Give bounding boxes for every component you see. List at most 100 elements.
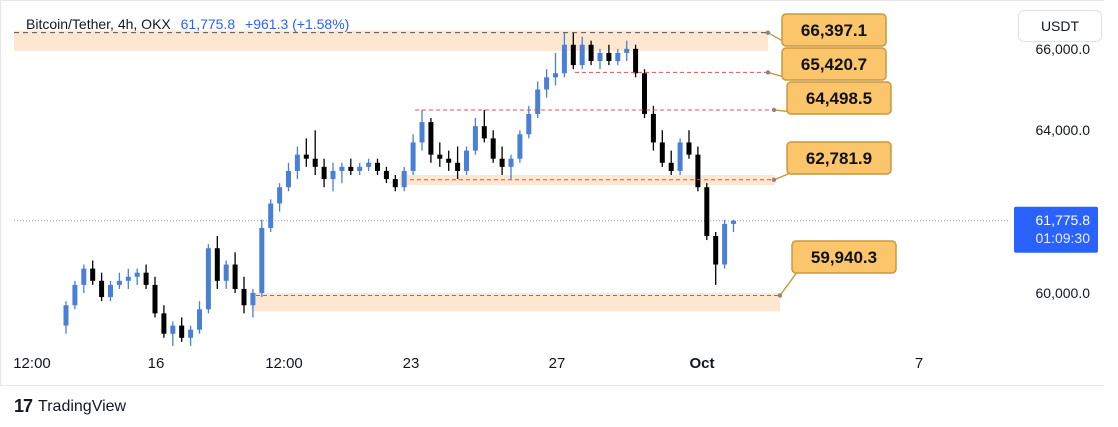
- candle-body: [401, 170, 407, 188]
- price-tick: 60,000.0: [1036, 285, 1091, 301]
- candle: [659, 130, 665, 167]
- candle: [134, 268, 140, 285]
- candle: [446, 150, 452, 171]
- candle-body: [428, 122, 434, 155]
- candle: [597, 48, 603, 70]
- candle-body: [277, 187, 283, 204]
- candle-body: [383, 170, 389, 180]
- current-price-label: 61,775.8: [1036, 212, 1091, 228]
- candle-body: [695, 154, 701, 188]
- time-tick: 12:00: [13, 355, 51, 372]
- countdown-label: 01:09:30: [1036, 230, 1091, 246]
- candle-body: [437, 154, 443, 159]
- callout-box: [781, 47, 887, 81]
- candle: [357, 162, 363, 175]
- candle: [686, 130, 692, 159]
- candle-body: [526, 113, 532, 135]
- candle: [668, 150, 674, 175]
- candle: [633, 44, 639, 78]
- chart-frame: [0, 0, 1104, 386]
- candle: [455, 146, 461, 180]
- candle-body: [143, 272, 149, 285]
- candle: [170, 321, 176, 346]
- candle-body: [410, 142, 416, 171]
- candle-body: [321, 166, 327, 180]
- candle: [508, 154, 514, 180]
- candle: [90, 260, 96, 285]
- candle-body: [544, 77, 550, 90]
- candle-body: [499, 158, 505, 167]
- candle: [143, 264, 149, 289]
- candlestick-series: [63, 32, 736, 346]
- candle-body: [125, 276, 131, 281]
- candle: [286, 162, 291, 192]
- level-callout: 65,420.7: [765, 47, 887, 81]
- callout-box: [791, 240, 897, 274]
- price-axis: 66,000.064,000.062,000.060,000.061,775.8…: [1014, 41, 1098, 301]
- time-tick: 12:00: [265, 355, 303, 372]
- time-axis: 12:00 16 12:00 23 27 Oct 7: [13, 355, 923, 372]
- level-lines: [14, 32, 778, 296]
- candle-body: [366, 162, 372, 167]
- callout-pointer: [779, 270, 799, 296]
- candle: [161, 305, 167, 338]
- candle-body: [179, 325, 185, 338]
- candle-body: [250, 293, 256, 306]
- candle: [606, 44, 612, 66]
- candle: [579, 36, 585, 70]
- candle: [125, 268, 131, 289]
- candle: [419, 109, 425, 151]
- candle-body: [508, 158, 514, 167]
- time-tick: 7: [915, 355, 923, 372]
- candle-body: [72, 284, 78, 306]
- candle: [624, 40, 630, 62]
- candle: [81, 264, 87, 294]
- candle-body: [579, 44, 585, 66]
- callout-anchor: [777, 293, 783, 298]
- candle-body: [152, 284, 158, 314]
- candle-body: [419, 122, 425, 143]
- candle-body: [232, 264, 238, 289]
- candle: [437, 142, 443, 167]
- candle: [72, 280, 78, 310]
- candle: [401, 166, 407, 192]
- candle-body: [704, 187, 710, 237]
- candle-body: [553, 73, 558, 78]
- candle: [464, 146, 469, 175]
- candle: [321, 158, 327, 188]
- time-tick: 27: [549, 355, 566, 372]
- candle-body: [597, 52, 603, 62]
- price-tick: 64,000.0: [1036, 122, 1091, 138]
- time-tick: 23: [403, 355, 420, 372]
- callout-box: [786, 81, 892, 115]
- candle-body: [561, 44, 567, 74]
- candle-body: [446, 158, 452, 163]
- candle: [392, 175, 398, 192]
- candle: [312, 130, 318, 175]
- candle-body: [348, 166, 354, 171]
- candle-body: [161, 313, 167, 334]
- candle-body: [668, 162, 674, 171]
- candle: [677, 138, 683, 175]
- candle-body: [116, 280, 122, 285]
- level-callout: 62,781.9: [771, 141, 892, 183]
- candle-body: [588, 44, 594, 62]
- price-chart[interactable]: 66,397.1 65,420.7 64,498.5 62,781.9 59,940.3…: [0, 0, 1118, 386]
- candle: [375, 158, 380, 175]
- candle-body: [259, 227, 265, 294]
- candle: [277, 183, 283, 212]
- candle: [695, 146, 701, 192]
- candle: [490, 130, 496, 163]
- candle: [294, 146, 300, 180]
- candle: [481, 109, 487, 143]
- callout-box: [786, 141, 892, 175]
- callout-label: 65,420.7: [801, 55, 867, 74]
- last-price: 61,775.8: [180, 16, 236, 32]
- candle: [152, 276, 158, 318]
- candle: [588, 40, 594, 66]
- tradingview-watermark[interactable]: 17 TradingView: [14, 396, 126, 417]
- currency-button[interactable]: USDT: [1018, 10, 1102, 42]
- candle-body: [81, 268, 87, 285]
- candle-body: [357, 166, 363, 171]
- tradingview-logo-icon: 17: [14, 396, 33, 416]
